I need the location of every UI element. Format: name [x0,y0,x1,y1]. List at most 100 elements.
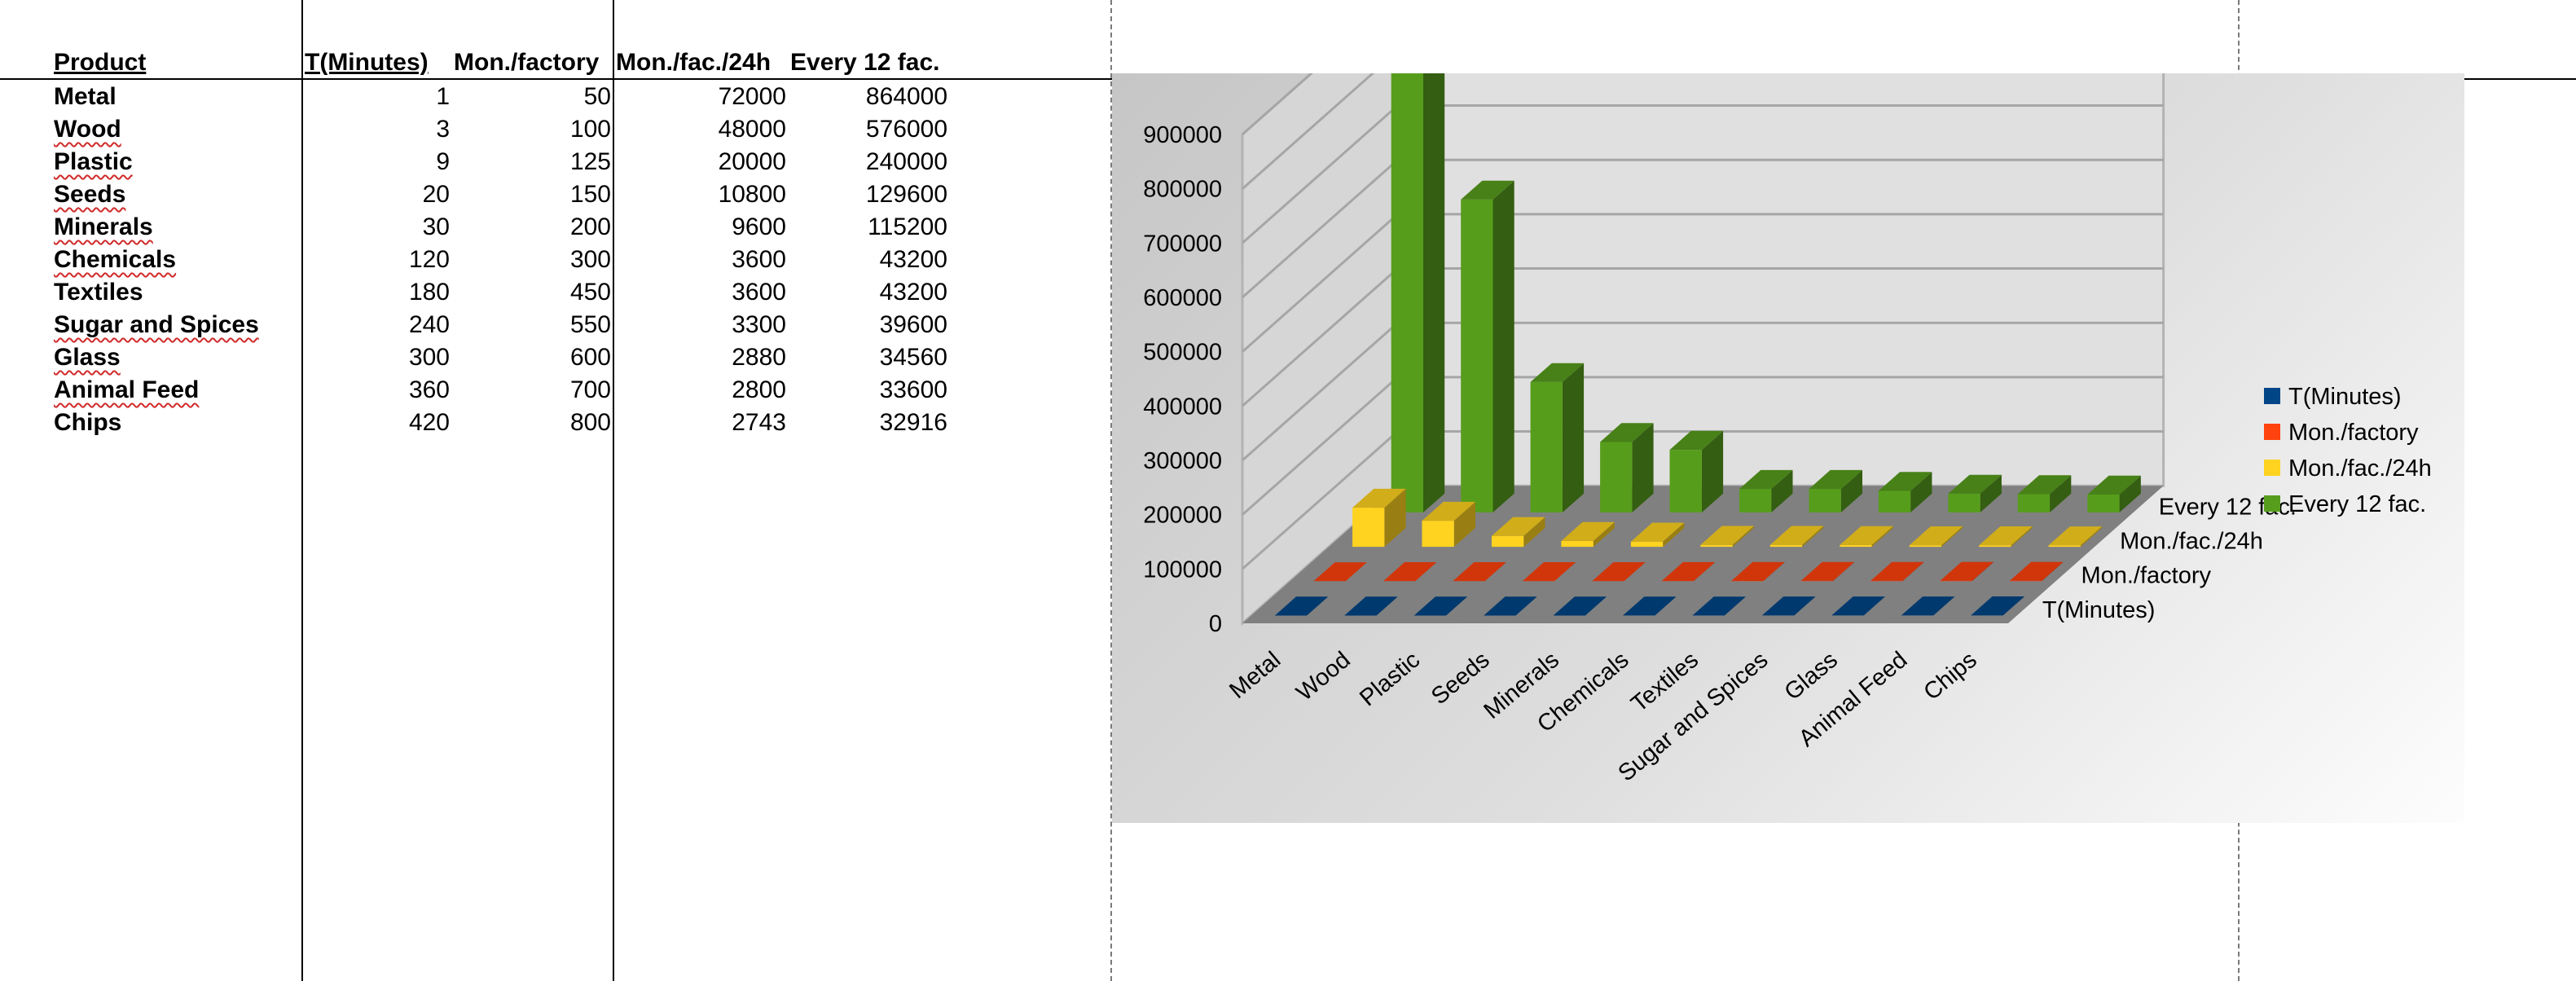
mon-fac-24h-cell[interactable]: 20000 [718,148,786,175]
mon-fac-24h-cell[interactable]: 2743 [732,409,786,436]
bar-top [1274,596,1329,616]
bar-side [1632,423,1654,512]
bar-top [1739,469,1793,490]
bar-top [1623,596,1677,616]
bar-top [1600,423,1654,442]
bar-front [1630,541,1664,548]
mon-factory-cell[interactable]: 50 [583,83,611,110]
t-minutes-cell[interactable]: 120 [408,246,450,273]
t-minutes-cell[interactable]: 9 [436,148,450,175]
every-12-fac-cell[interactable]: 129600 [865,181,947,208]
legend-swatch [2264,424,2280,440]
product-name[interactable]: Minerals [54,213,153,240]
mon-fac-24h-cell[interactable]: 9600 [732,213,786,240]
product-name[interactable]: Glass [54,344,121,371]
product-name[interactable]: Wood [54,116,121,143]
bar-top [1344,596,1398,616]
t-minutes-cell[interactable]: 300 [408,344,450,371]
product-name[interactable]: Animal Feed [54,376,200,403]
every-12-fac-cell[interactable]: 33600 [879,376,947,403]
mon-factory-cell[interactable]: 450 [569,279,611,306]
product-name[interactable]: Plastic [54,148,133,175]
bar-top [1522,562,1576,582]
bar [1553,596,1607,616]
every-12-fac-cell[interactable]: 34560 [879,344,947,371]
chart-object[interactable]: 0 100000 200000 300000 400000 500000 600000 700… [1112,0,2464,823]
bar [1762,596,1816,616]
y-tick-label: 800000 [1143,177,1222,203]
legend-swatch [2264,460,2280,476]
t-minutes-cell[interactable]: 1 [436,83,450,110]
mon-factory-cell[interactable]: 150 [569,181,611,208]
every-12-fac-cell[interactable]: 32916 [879,409,947,436]
every-12-fac-cell[interactable]: 39600 [879,311,947,338]
every-12-fac-cell[interactable]: 43200 [879,279,947,306]
mon-fac-24h-cell[interactable]: 3600 [732,246,786,273]
mon-factory-cell[interactable]: 550 [569,311,611,338]
depth-axis-label: Mon./fac./24h [2120,529,2263,555]
every-12-fac-cell[interactable]: 864000 [865,83,947,110]
bar-top [1592,562,1646,582]
mon-factory-cell[interactable]: 125 [569,148,611,175]
t-minutes-cell[interactable]: 3 [436,116,450,143]
product-name[interactable]: Sugar and Spices [54,311,259,338]
mon-factory-cell[interactable]: 200 [569,213,611,240]
mon-factory-cell[interactable]: 800 [569,409,611,436]
header-mon-fac-24h[interactable]: Mon./fac./24h [616,49,771,76]
mon-fac-24h-cell[interactable]: 2800 [732,376,786,403]
y-tick-label: 100000 [1143,556,1222,583]
t-minutes-cell[interactable]: 30 [422,213,450,240]
mon-factory-cell[interactable]: 300 [569,246,611,273]
mon-fac-24h-cell[interactable]: 3300 [732,311,786,338]
bar-side [1415,562,1437,582]
bar-side [1933,596,1955,616]
every-12-fac-cell[interactable]: 43200 [879,246,947,273]
bar [1731,561,1785,582]
every-12-fac-cell[interactable]: 115200 [868,213,947,240]
product-name[interactable]: Textiles [54,279,143,306]
y-tick-label: 0 [1209,611,1222,637]
mon-fac-24h-cell[interactable]: 10800 [718,181,786,208]
mon-factory-cell[interactable]: 600 [569,344,611,371]
header-mon-factory[interactable]: Mon./factory [454,49,600,76]
bar-side [1941,526,1963,548]
mon-fac-24h-cell[interactable]: 72000 [718,83,786,110]
mon-fac-24h-cell[interactable]: 2880 [732,344,786,371]
mon-fac-24h-cell[interactable]: 48000 [718,116,786,143]
every-12-fac-cell[interactable]: 576000 [865,116,947,143]
bar [1391,24,1445,512]
bar [1948,474,2002,512]
y-tick-label: 300000 [1143,448,1222,474]
x-tick-label: Metal [1224,647,1286,704]
product-name[interactable]: Chemicals [54,246,177,273]
page-break-left [1110,0,1112,981]
header-every-12-fac[interactable]: Every 12 fac. [790,49,940,76]
bar [1971,596,2024,616]
bar-side [1972,561,1994,582]
bar-side [1694,561,1716,582]
mon-factory-cell[interactable]: 100 [569,116,611,143]
column-divider-b [613,0,614,981]
header-product[interactable]: Product [54,49,147,76]
bar-front [1669,450,1702,512]
mon-factory-cell[interactable]: 700 [569,376,611,403]
t-minutes-cell[interactable]: 20 [422,181,450,208]
t-minutes-cell[interactable]: 360 [408,376,450,403]
legend-swatch [2264,495,2280,512]
t-minutes-cell[interactable]: 420 [408,409,450,436]
header-t-minutes[interactable]: T(Minutes) [305,49,429,76]
every-12-fac-cell[interactable]: 240000 [865,148,947,175]
mon-fac-24h-cell[interactable]: 3600 [732,279,786,306]
product-name[interactable]: Seeds [54,181,126,208]
t-minutes-cell[interactable]: 240 [408,311,450,338]
bar [1561,521,1615,548]
product-name[interactable]: Metal [54,83,116,110]
y-tick-label: 700000 [1143,231,1222,257]
bar [1809,469,1862,512]
bar-front [1979,545,2011,548]
t-minutes-cell[interactable]: 180 [408,279,450,306]
product-name[interactable]: Chips [54,409,122,436]
bar-side [1724,596,1746,616]
bar-top [2087,475,2141,495]
bar-top [1971,596,2024,616]
